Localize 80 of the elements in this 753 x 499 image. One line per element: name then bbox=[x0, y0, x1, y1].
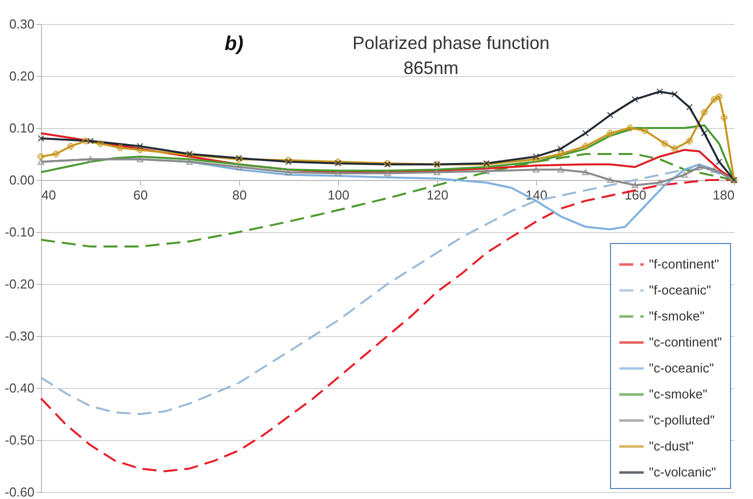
point bbox=[434, 169, 440, 176]
point bbox=[136, 142, 144, 150]
point bbox=[582, 130, 589, 137]
x-tick-label: 180 bbox=[712, 188, 734, 202]
x-tick-label: 80 bbox=[232, 188, 247, 202]
legend-label: "c-continent" bbox=[649, 334, 722, 350]
point bbox=[557, 166, 564, 173]
y-tick-label: -0.30 bbox=[4, 328, 34, 344]
legend-label: "c-dust" bbox=[649, 438, 694, 454]
point bbox=[710, 96, 718, 103]
point bbox=[38, 135, 44, 142]
legend-label: "c-polluted" bbox=[649, 412, 715, 428]
point bbox=[285, 169, 292, 176]
text: 865nm bbox=[403, 58, 459, 78]
y-tick-label: 0.10 bbox=[9, 120, 34, 136]
point bbox=[656, 88, 664, 95]
point bbox=[136, 156, 144, 162]
point bbox=[632, 96, 638, 103]
point bbox=[606, 112, 614, 118]
point bbox=[186, 158, 193, 165]
legend-label: "c-volcanic" bbox=[649, 464, 716, 480]
point bbox=[582, 169, 589, 176]
legend-label: "c-oceanic" bbox=[649, 360, 714, 376]
point bbox=[557, 150, 564, 158]
point bbox=[532, 156, 540, 163]
y-tick-label: 0.00 bbox=[9, 172, 34, 188]
y-tick-label: -0.20 bbox=[4, 276, 34, 292]
point bbox=[632, 182, 638, 188]
point bbox=[626, 124, 634, 132]
point bbox=[236, 164, 242, 170]
point bbox=[720, 114, 728, 121]
point bbox=[97, 140, 104, 147]
point bbox=[696, 164, 703, 170]
y-tick-label: 0.30 bbox=[9, 16, 34, 32]
point bbox=[38, 153, 44, 160]
point bbox=[38, 158, 44, 165]
point bbox=[606, 130, 614, 137]
point bbox=[52, 150, 60, 158]
point bbox=[671, 145, 678, 152]
y-tick-label: 0.20 bbox=[9, 68, 34, 84]
point bbox=[700, 109, 708, 116]
point bbox=[136, 146, 144, 154]
point bbox=[686, 138, 693, 144]
y-tick-label: -0.50 bbox=[4, 432, 34, 448]
point bbox=[710, 166, 718, 173]
point bbox=[716, 158, 723, 166]
x-tick-label: 60 bbox=[133, 188, 148, 202]
point bbox=[67, 142, 74, 150]
point bbox=[557, 145, 564, 152]
point bbox=[716, 93, 723, 100]
x-tick-label: 120 bbox=[426, 188, 448, 202]
point bbox=[532, 166, 540, 173]
point bbox=[686, 104, 693, 111]
point bbox=[582, 142, 589, 150]
x-tick-label: 100 bbox=[328, 188, 350, 202]
point bbox=[87, 156, 94, 162]
point bbox=[642, 127, 648, 134]
point bbox=[483, 168, 490, 174]
point bbox=[82, 138, 89, 144]
legend-label: "f-continent" bbox=[649, 256, 720, 272]
point bbox=[116, 144, 124, 152]
point bbox=[334, 170, 342, 176]
point bbox=[87, 138, 94, 144]
y-tick-label: -0.40 bbox=[4, 380, 34, 396]
point bbox=[384, 170, 391, 176]
y-tick-label: -0.60 bbox=[4, 484, 34, 499]
point bbox=[656, 180, 664, 186]
point bbox=[700, 130, 708, 137]
point bbox=[532, 153, 540, 160]
legend-label: "f-oceanic" bbox=[649, 282, 712, 298]
y-tick-label: -0.10 bbox=[4, 224, 34, 240]
x-tick-label: 40 bbox=[42, 188, 56, 202]
annotation: b) bbox=[224, 33, 244, 55]
point bbox=[671, 90, 678, 98]
legend-label: "f-smoke" bbox=[649, 308, 705, 324]
text: Polarized phase function bbox=[352, 33, 550, 53]
point bbox=[606, 176, 614, 184]
point bbox=[661, 140, 668, 147]
point bbox=[681, 172, 688, 178]
legend-label: "c-smoke" bbox=[649, 386, 708, 402]
